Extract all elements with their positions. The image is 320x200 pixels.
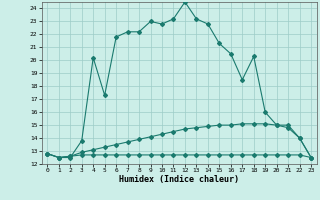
X-axis label: Humidex (Indice chaleur): Humidex (Indice chaleur) (119, 175, 239, 184)
